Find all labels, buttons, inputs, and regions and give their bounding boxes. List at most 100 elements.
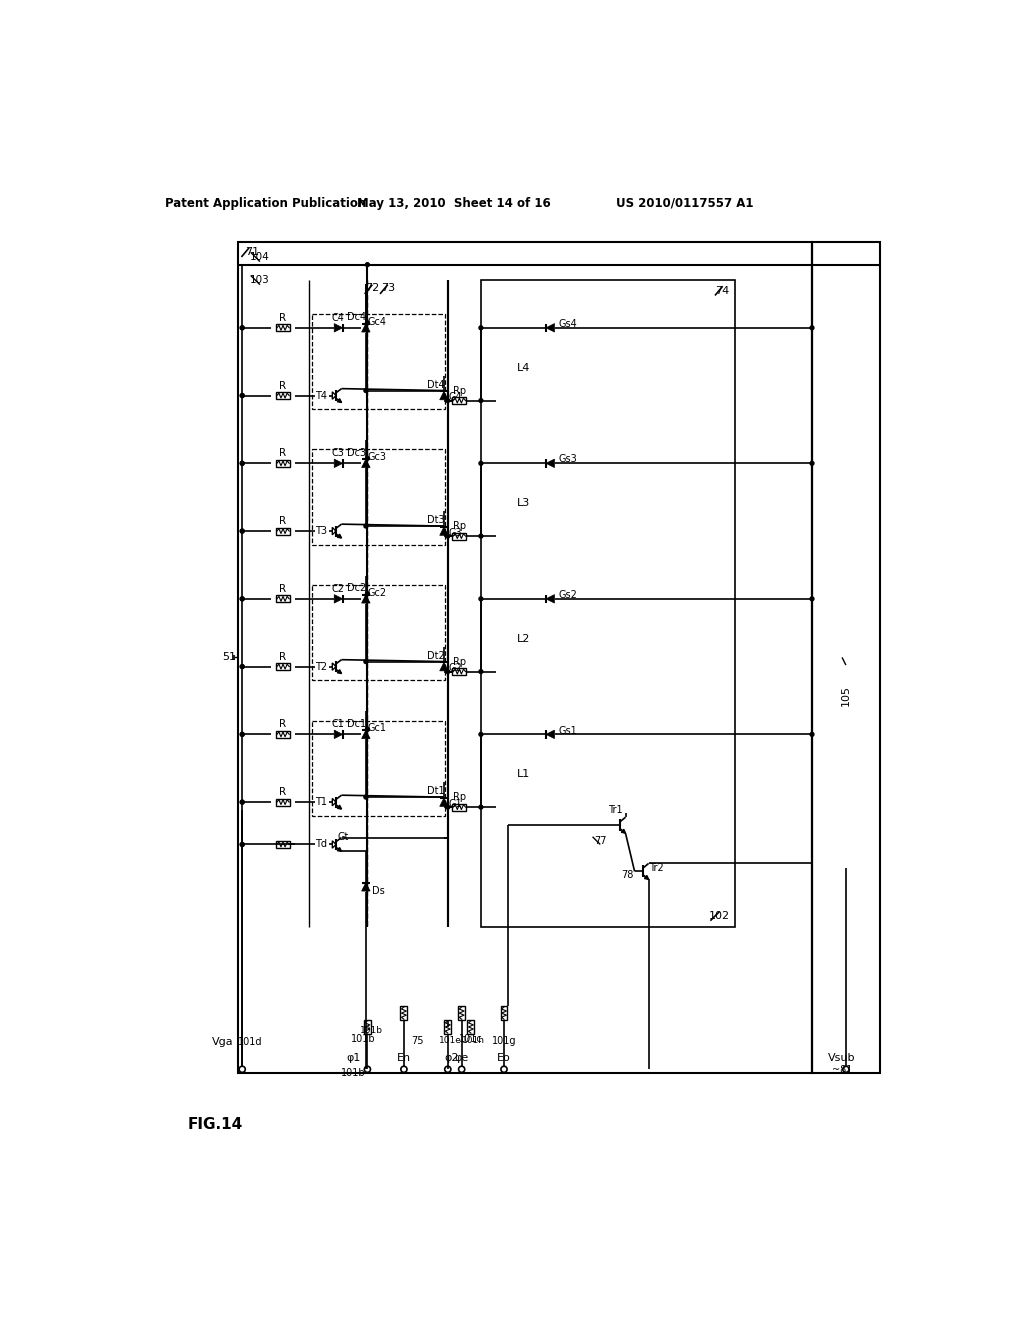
Polygon shape bbox=[337, 847, 342, 851]
Bar bbox=[276, 841, 290, 847]
Circle shape bbox=[364, 388, 368, 392]
Text: 74: 74 bbox=[716, 286, 730, 296]
Text: R: R bbox=[280, 380, 287, 391]
Text: T3: T3 bbox=[315, 527, 327, 536]
Bar bbox=[276, 459, 290, 467]
Text: φe: φe bbox=[455, 1053, 469, 1063]
Text: 102: 102 bbox=[709, 911, 730, 921]
Polygon shape bbox=[334, 730, 343, 739]
Bar bbox=[239, 242, 812, 1073]
Bar bbox=[276, 392, 290, 399]
Text: Gs3: Gs3 bbox=[558, 454, 578, 465]
Text: Gc4: Gc4 bbox=[368, 317, 386, 326]
Circle shape bbox=[810, 733, 814, 737]
Text: R: R bbox=[280, 719, 287, 730]
Bar bbox=[276, 799, 290, 805]
Circle shape bbox=[479, 535, 483, 539]
Text: C1: C1 bbox=[331, 719, 344, 730]
Text: Dt3: Dt3 bbox=[427, 515, 445, 525]
Circle shape bbox=[241, 733, 244, 737]
Text: Rp: Rp bbox=[453, 656, 466, 667]
Text: L1: L1 bbox=[517, 770, 529, 779]
Polygon shape bbox=[439, 527, 449, 536]
Polygon shape bbox=[337, 669, 342, 673]
Text: 73: 73 bbox=[381, 282, 395, 293]
Circle shape bbox=[241, 529, 244, 533]
Polygon shape bbox=[644, 875, 648, 879]
Bar bbox=[276, 325, 290, 331]
Text: 101e: 101e bbox=[438, 1036, 462, 1045]
Circle shape bbox=[241, 393, 244, 397]
Bar bbox=[453, 533, 466, 540]
Circle shape bbox=[241, 800, 244, 804]
Bar bbox=[276, 663, 290, 671]
Text: R: R bbox=[280, 652, 287, 661]
Bar bbox=[400, 1006, 408, 1020]
Circle shape bbox=[241, 326, 244, 330]
Circle shape bbox=[366, 457, 370, 461]
Text: Gc3: Gc3 bbox=[368, 453, 386, 462]
Circle shape bbox=[445, 535, 450, 539]
Text: 101g: 101g bbox=[492, 1036, 516, 1045]
Circle shape bbox=[479, 326, 483, 330]
Text: 104: 104 bbox=[250, 252, 269, 261]
Text: G1: G1 bbox=[449, 799, 462, 809]
Text: 105: 105 bbox=[841, 685, 851, 706]
Text: Rp: Rp bbox=[453, 385, 466, 396]
Polygon shape bbox=[546, 594, 554, 603]
Bar bbox=[812, 242, 880, 1073]
Polygon shape bbox=[622, 829, 626, 833]
Text: G2: G2 bbox=[449, 663, 463, 673]
Text: R: R bbox=[280, 449, 287, 458]
Circle shape bbox=[445, 805, 450, 809]
Text: 101h: 101h bbox=[462, 1036, 484, 1045]
Circle shape bbox=[241, 800, 244, 804]
Circle shape bbox=[241, 842, 244, 846]
Bar bbox=[444, 1020, 452, 1034]
Text: C3: C3 bbox=[331, 449, 344, 458]
Polygon shape bbox=[337, 535, 342, 539]
Text: 101c: 101c bbox=[459, 1034, 482, 1044]
Circle shape bbox=[810, 462, 814, 465]
Text: G4: G4 bbox=[449, 392, 462, 403]
Circle shape bbox=[364, 660, 368, 664]
Circle shape bbox=[479, 597, 483, 601]
Circle shape bbox=[241, 393, 244, 397]
Circle shape bbox=[241, 597, 244, 601]
Polygon shape bbox=[334, 459, 343, 467]
Polygon shape bbox=[439, 663, 449, 671]
Bar bbox=[312, 314, 444, 409]
Text: 77: 77 bbox=[594, 836, 606, 846]
Text: Dc1: Dc1 bbox=[347, 718, 367, 729]
Text: R: R bbox=[280, 787, 287, 797]
Text: 103: 103 bbox=[250, 275, 269, 285]
Circle shape bbox=[241, 665, 244, 668]
Text: Gs1: Gs1 bbox=[558, 726, 578, 735]
Text: Dt4: Dt4 bbox=[427, 380, 445, 389]
Polygon shape bbox=[546, 459, 554, 467]
Text: 78: 78 bbox=[621, 870, 634, 880]
Polygon shape bbox=[334, 323, 343, 333]
Text: Dc3: Dc3 bbox=[347, 447, 367, 458]
Text: 101b: 101b bbox=[351, 1034, 376, 1044]
Polygon shape bbox=[361, 459, 370, 467]
Text: Vga: Vga bbox=[212, 1038, 233, 1047]
Polygon shape bbox=[337, 805, 342, 809]
Polygon shape bbox=[546, 323, 554, 333]
Text: T1: T1 bbox=[315, 797, 327, 807]
Circle shape bbox=[241, 326, 244, 330]
Bar bbox=[312, 585, 444, 681]
Bar bbox=[312, 721, 444, 816]
Text: L3: L3 bbox=[517, 499, 529, 508]
Text: L2: L2 bbox=[516, 634, 530, 644]
Bar bbox=[276, 528, 290, 535]
Circle shape bbox=[364, 795, 368, 799]
Circle shape bbox=[241, 462, 244, 465]
Polygon shape bbox=[546, 730, 554, 739]
Text: Gc2: Gc2 bbox=[367, 587, 386, 598]
Text: 51: 51 bbox=[222, 652, 237, 663]
Circle shape bbox=[810, 326, 814, 330]
Circle shape bbox=[364, 524, 368, 528]
Polygon shape bbox=[439, 391, 449, 400]
Text: Td: Td bbox=[315, 840, 327, 850]
